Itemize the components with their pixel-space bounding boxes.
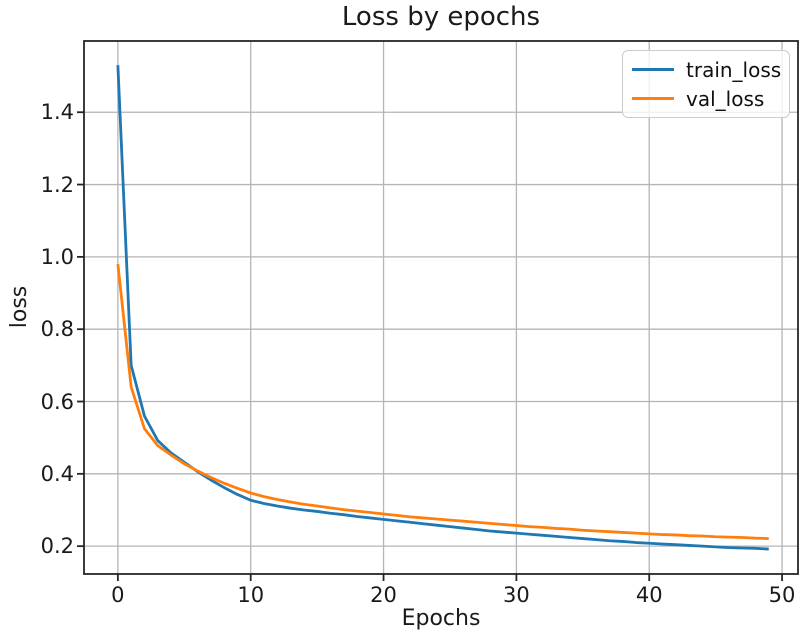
legend: train_loss val_loss [622,50,790,118]
y-tick-label: 1.4 [40,100,74,125]
series-line-train_loss [116,65,769,551]
legend-item-val_loss: val_loss [632,87,780,111]
legend-line-sample-train_loss [632,67,674,72]
series-line-val_loss [116,263,769,540]
x-tick-label: 30 [503,583,530,607]
axes-spines [83,40,799,575]
y-tick-label: 1.2 [40,172,74,197]
chart-title: Loss by epochs [341,2,541,32]
x-tick-label: 0 [111,583,125,607]
y-tick-label: 0.2 [40,534,74,559]
x-tick-label: 10 [237,583,265,607]
legend-line-sample-val_loss [632,96,674,101]
y-tick-label: 0.6 [40,389,74,414]
y-tick-label: 0.4 [40,461,74,486]
x-tick-label: 20 [370,583,397,607]
legend-label-val_loss: val_loss [686,86,765,111]
legend-label-train_loss: train_loss [686,57,782,82]
legend-item-train_loss: train_loss [632,57,782,82]
y-axis-label: loss [7,285,32,329]
x-axis-label: Epochs [401,606,481,631]
x-tick-label: 40 [635,583,663,607]
y-tick-label: 1.0 [40,244,74,269]
x-tick-label: 50 [768,583,796,607]
y-tick-label: 0.8 [40,317,74,342]
